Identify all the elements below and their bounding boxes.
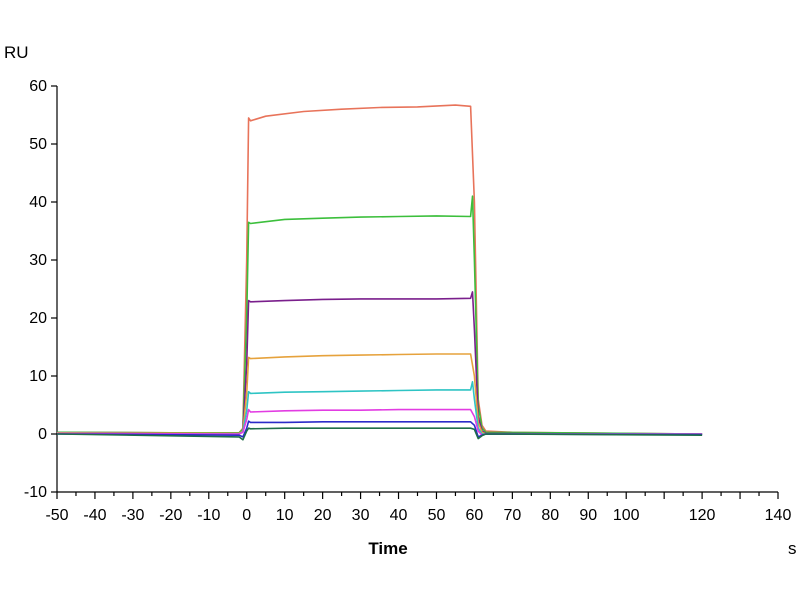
x-tick-label: 30 (352, 507, 370, 524)
y-tick-label: 60 (29, 78, 47, 95)
x-tick-label: 70 (503, 507, 521, 524)
x-tick-label: -50 (45, 507, 68, 524)
series-line-3 (56, 291, 703, 436)
x-tick-label: -20 (159, 507, 182, 524)
series-line-8 (56, 427, 703, 441)
x-tick-label: -30 (121, 507, 144, 524)
series-line-2 (56, 195, 703, 435)
x-tick-label: 20 (314, 507, 332, 524)
x-tick-label: 120 (689, 507, 716, 524)
x-tick-label: -10 (197, 507, 220, 524)
series-lines (56, 104, 703, 441)
series-line-4 (56, 353, 703, 435)
series-line-6 (56, 408, 703, 437)
series-line-7 (56, 420, 703, 438)
y-axis-title: RU (4, 43, 29, 62)
series-line-1 (56, 104, 703, 435)
x-tick-label: 140 (765, 507, 792, 524)
series-line-5 (56, 380, 703, 435)
y-tick-label: 20 (29, 310, 47, 327)
y-tick-label: 0 (38, 426, 47, 443)
axes (56, 86, 778, 493)
y-tick-label: 50 (29, 136, 47, 153)
x-ticks: -50 -40 -30 -20 -10 0 10 20 30 40 50 60 70 80 90 100 120… (45, 492, 791, 524)
x-tick-label: 0 (242, 507, 251, 524)
x-tick-label: 90 (579, 507, 597, 524)
x-tick-label: -40 (83, 507, 106, 524)
x-tick-label: 60 (466, 507, 484, 524)
y-tick-label: 40 (29, 194, 47, 211)
y-ticks: -10 0 10 20 30 40 50 60 (24, 78, 57, 501)
x-tick-label: 50 (428, 507, 446, 524)
x-tick-label: 100 (613, 507, 640, 524)
x-tick-label: 40 (390, 507, 408, 524)
y-tick-label: 30 (29, 252, 47, 269)
x-axis-title: Time (368, 539, 407, 558)
x-tick-label: 10 (276, 507, 294, 524)
x-axis-unit: s (788, 539, 797, 558)
y-tick-label: -10 (24, 484, 47, 501)
y-tick-label: 10 (29, 368, 47, 385)
x-tick-label: 80 (541, 507, 559, 524)
